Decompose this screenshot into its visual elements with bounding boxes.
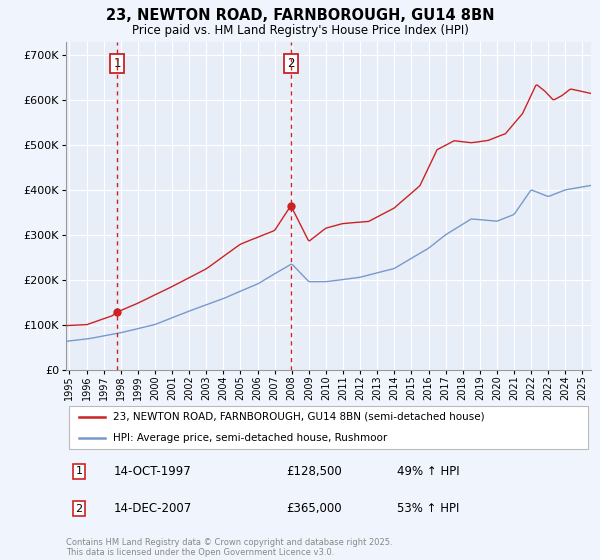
Text: 2: 2 (76, 504, 83, 514)
Text: 2: 2 (287, 57, 295, 70)
Text: 1: 1 (113, 57, 121, 70)
Text: 23, NEWTON ROAD, FARNBOROUGH, GU14 8BN: 23, NEWTON ROAD, FARNBOROUGH, GU14 8BN (106, 8, 494, 24)
Text: 1: 1 (76, 466, 83, 477)
FancyBboxPatch shape (68, 406, 589, 449)
Text: 49% ↑ HPI: 49% ↑ HPI (397, 465, 460, 478)
Text: 53% ↑ HPI: 53% ↑ HPI (397, 502, 459, 515)
Text: 23, NEWTON ROAD, FARNBOROUGH, GU14 8BN (semi-detached house): 23, NEWTON ROAD, FARNBOROUGH, GU14 8BN (… (113, 412, 485, 422)
Text: Contains HM Land Registry data © Crown copyright and database right 2025.
This d: Contains HM Land Registry data © Crown c… (66, 538, 392, 557)
Text: £365,000: £365,000 (287, 502, 342, 515)
Text: £128,500: £128,500 (287, 465, 342, 478)
Text: Price paid vs. HM Land Registry's House Price Index (HPI): Price paid vs. HM Land Registry's House … (131, 24, 469, 36)
Text: 14-DEC-2007: 14-DEC-2007 (113, 502, 191, 515)
Text: 14-OCT-1997: 14-OCT-1997 (113, 465, 191, 478)
Text: HPI: Average price, semi-detached house, Rushmoor: HPI: Average price, semi-detached house,… (113, 433, 388, 444)
